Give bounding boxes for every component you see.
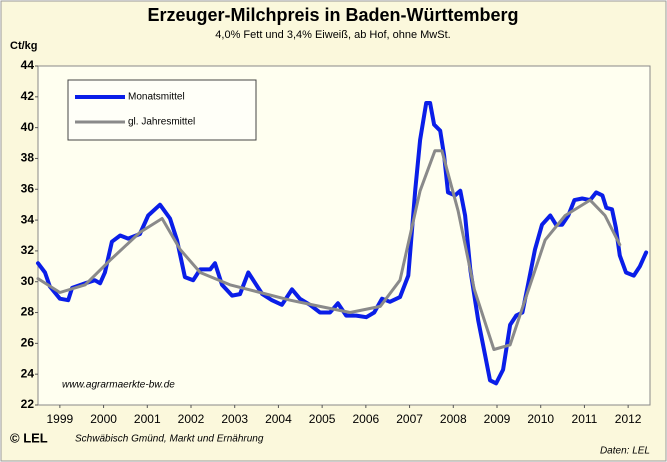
y-tick-label: 40	[21, 120, 35, 134]
y-tick-label: 34	[21, 212, 35, 226]
series-line	[36, 101, 649, 386]
x-tick-label: 2007	[396, 412, 423, 426]
source: Daten: LEL	[600, 446, 650, 457]
x-tick-label: 2001	[134, 412, 161, 426]
y-tick-label: 28	[21, 305, 35, 319]
x-tick-label: 2012	[615, 412, 642, 426]
legend-label: gl. Jahresmittel	[128, 117, 195, 128]
source-url: www.agrarmaerkte-bw.de	[62, 380, 175, 391]
x-tick-label: 2002	[178, 412, 205, 426]
y-tick-label: 36	[21, 181, 35, 195]
x-tick-label: 2005	[309, 412, 336, 426]
x-tick-label: 2011	[572, 412, 598, 426]
x-tick-label: 2004	[265, 412, 292, 426]
x-tick-label: 2009	[484, 412, 511, 426]
x-tick-label: 2003	[221, 412, 248, 426]
legend-label: Monatsmittel	[128, 92, 185, 103]
x-tick-label: 2010	[527, 412, 554, 426]
series-line	[36, 149, 622, 351]
y-axis-label: Ct/kg	[10, 40, 38, 52]
x-tick-label: 1999	[47, 412, 74, 426]
y-tick-label: 30	[21, 274, 35, 288]
x-tick-label: 2006	[353, 412, 380, 426]
y-tick-label: 44	[21, 58, 35, 72]
legend-box	[67, 79, 257, 141]
chart-title: Erzeuger-Milchpreis in Baden-Württemberg	[147, 5, 518, 25]
y-tick-label: 24	[21, 366, 35, 380]
publisher: Schwäbisch Gmünd, Markt und Ernährung	[75, 434, 264, 445]
y-tick-label: 26	[21, 336, 35, 350]
y-tick-label: 22	[21, 397, 35, 411]
y-tick-label: 38	[21, 151, 35, 165]
x-tick-label: 2008	[440, 412, 467, 426]
y-tick-label: 42	[21, 89, 35, 103]
x-tick-label: 2000	[90, 412, 117, 426]
y-tick-label: 32	[21, 243, 35, 257]
chart-subtitle: 4,0% Fett und 3,4% Eiweiß, ab Hof, ohne …	[215, 29, 450, 41]
logo: © LEL	[10, 430, 48, 445]
